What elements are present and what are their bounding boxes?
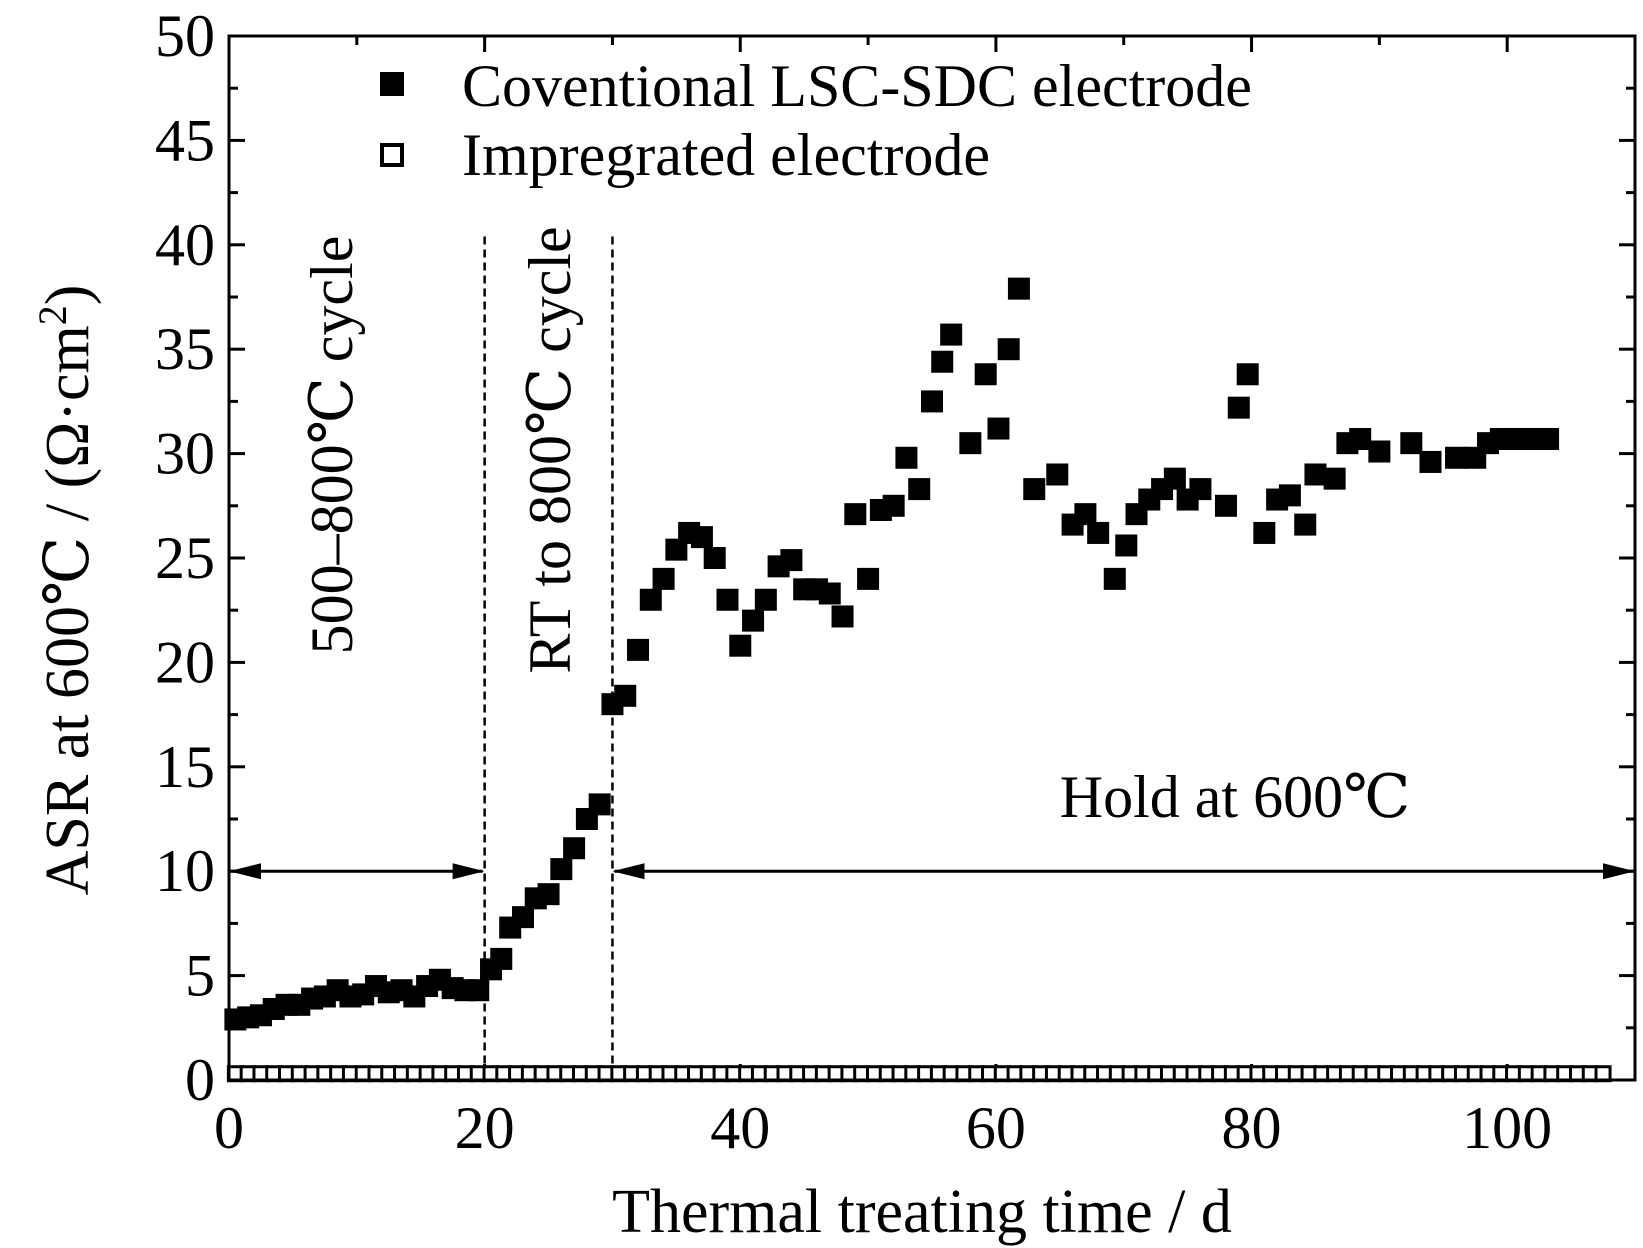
arrow-region1-head-left — [229, 863, 261, 880]
conventional-point — [844, 503, 867, 526]
conventional-point — [537, 883, 560, 906]
conventional-point — [1294, 513, 1317, 536]
conventional-point — [729, 634, 752, 657]
conventional-point — [639, 588, 662, 611]
conventional-point — [1323, 467, 1346, 490]
conventional-point — [1103, 567, 1126, 590]
conventional-point — [1007, 277, 1030, 300]
x-tick-label-20: 20 — [455, 1095, 515, 1161]
conventional-point — [931, 350, 954, 373]
y-tick-label-15: 15 — [155, 734, 215, 800]
conventional-point — [1189, 478, 1212, 501]
impregrated-series — [226, 1065, 1612, 1083]
x-tick-label-60: 60 — [966, 1095, 1026, 1161]
y-tick-label-45: 45 — [155, 107, 215, 173]
y-tick-label-35: 35 — [155, 316, 215, 382]
conventional-point — [997, 338, 1020, 361]
arrow-region3-head-right — [1603, 863, 1635, 880]
y-tick-label-5: 5 — [185, 943, 215, 1009]
x-tick-label-40: 40 — [710, 1095, 770, 1161]
conventional-point — [882, 494, 905, 517]
y-tick-label-30: 30 — [155, 421, 215, 487]
conventional-point — [588, 793, 611, 816]
y-tick-label-25: 25 — [155, 525, 215, 591]
annotation-region1: 500–800℃ cycle — [299, 236, 365, 655]
conventional-point — [895, 446, 918, 469]
conventional-point — [703, 547, 726, 569]
annotation-region2: RT to 800℃ cycle — [517, 226, 583, 673]
y-tick-label-20: 20 — [155, 629, 215, 695]
conventional-point — [742, 609, 765, 632]
y-tick-label-50: 50 — [155, 3, 215, 69]
axes-ticks: 0 5 10 15 20 25 30 35 40 45 50 0 20 40 60 80 100 — [155, 3, 1635, 1161]
conventional-point — [1023, 478, 1046, 501]
conventional-point — [974, 363, 997, 386]
annotation-region3: Hold at 600℃ — [1060, 764, 1410, 830]
conventional-point — [467, 979, 490, 1002]
conventional-point — [857, 567, 880, 590]
conventional-point — [1445, 446, 1468, 469]
y-axis-title: ASR at 600℃ / (Ω·cm2) — [30, 285, 102, 896]
annotation-layer — [229, 236, 1635, 1080]
legend-label-impregrated: Impregrated electrode — [462, 122, 990, 188]
conventional-point — [1304, 463, 1327, 486]
legend-marker-open — [380, 143, 404, 167]
conventional-point — [1236, 363, 1259, 386]
conventional-series — [224, 277, 1560, 1031]
conventional-point — [614, 684, 637, 707]
conventional-point — [1368, 440, 1391, 463]
x-axis-title: Thermal treating time / d — [612, 1178, 1232, 1246]
conventional-point — [818, 582, 841, 605]
conventional-point — [1227, 396, 1250, 419]
conventional-point — [563, 837, 586, 860]
conventional-point — [1074, 503, 1097, 526]
conventional-point — [940, 323, 963, 346]
conventional-point — [511, 906, 534, 929]
conventional-point — [1278, 484, 1301, 507]
conventional-point — [716, 588, 739, 611]
conventional-point — [1349, 427, 1372, 450]
legend: Coventional LSC-SDC electrode Impregrate… — [380, 53, 1252, 188]
x-tick-label-0: 0 — [214, 1095, 244, 1161]
y-tick-label-0: 0 — [185, 1047, 215, 1113]
conventional-point — [1115, 534, 1138, 557]
y-axis-title-close: ) — [34, 285, 102, 306]
conventional-point — [959, 432, 982, 455]
conventional-point — [1253, 521, 1276, 544]
conventional-point — [1537, 427, 1560, 450]
legend-marker-filled — [380, 72, 404, 96]
conventional-point — [550, 858, 573, 881]
conventional-point — [754, 588, 777, 611]
conventional-point — [652, 567, 675, 590]
y-tick-label-40: 40 — [155, 212, 215, 278]
conventional-point — [490, 947, 513, 970]
legend-label-conventional: Coventional LSC-SDC electrode — [462, 53, 1252, 119]
conventional-point — [1163, 467, 1186, 490]
conventional-point — [908, 478, 931, 501]
y-axis-title-superscript: 2 — [30, 305, 75, 325]
y-tick-label-10: 10 — [155, 838, 215, 904]
conventional-point — [1419, 450, 1442, 473]
conventional-point — [690, 526, 713, 549]
conventional-point — [1046, 463, 1069, 486]
arrow-region1-head-right — [452, 863, 485, 880]
conventional-point — [987, 417, 1010, 440]
conventional-point — [921, 390, 943, 413]
conventional-point — [780, 549, 803, 572]
conventional-point — [665, 538, 688, 561]
conventional-point — [1400, 432, 1423, 455]
conventional-point — [1087, 521, 1110, 544]
plot-frame — [227, 34, 1637, 1082]
conventional-point — [1214, 494, 1237, 517]
conventional-point — [831, 605, 854, 628]
x-tick-label-100: 100 — [1462, 1095, 1552, 1161]
arrow-region3-head-left — [612, 863, 645, 880]
x-tick-label-80: 80 — [1222, 1095, 1282, 1161]
conventional-point — [627, 638, 650, 661]
